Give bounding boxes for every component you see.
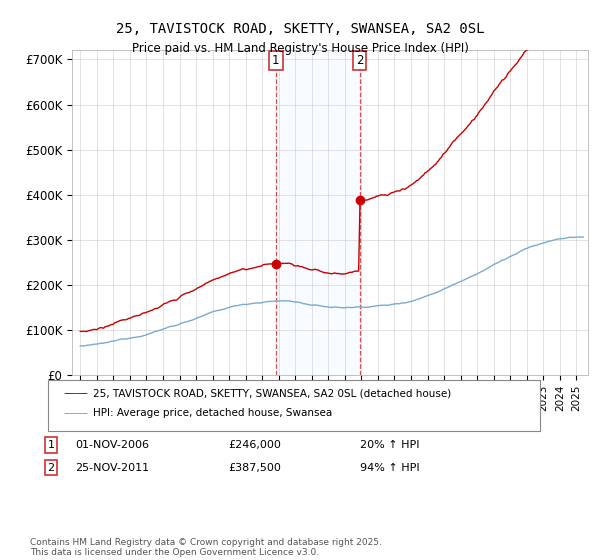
HPI: Average price, detached house, Swansea: (2.03e+03, 3.07e+05): Average price, detached house, Swansea: … — [580, 234, 587, 240]
HPI: Average price, detached house, Swansea: (2e+03, 6.5e+04): Average price, detached house, Swansea: … — [77, 343, 84, 349]
HPI: Average price, detached house, Swansea: (2e+03, 8.27e+04): Average price, detached house, Swansea: … — [128, 334, 135, 341]
25, TAVISTOCK ROAD, SKETTY, SWANSEA, SA2 0SL (detached house) — [580, 17, 587, 24]
25, TAVISTOCK ROAD, SKETTY, SWANSEA, SA2 0SL (detached house) — [575, 17, 583, 24]
Text: 2: 2 — [356, 54, 364, 67]
HPI: Average price, detached house, Swansea: (2e+03, 1.05e+05): Average price, detached house, Swansea: … — [163, 324, 170, 331]
Line: HPI: Average price, detached house, Swansea: HPI: Average price, detached house, Swan… — [80, 237, 583, 346]
25, TAVISTOCK ROAD, SKETTY, SWANSEA, SA2 0SL (detached house) — [532, 40, 539, 46]
Text: 2: 2 — [47, 463, 55, 473]
Line: 25, TAVISTOCK ROAD, SKETTY, SWANSEA, SA2 0SL (detached house): 25, TAVISTOCK ROAD, SKETTY, SWANSEA, SA2… — [360, 20, 583, 200]
Text: £246,000: £246,000 — [228, 440, 281, 450]
Text: 25, TAVISTOCK ROAD, SKETTY, SWANSEA, SA2 0SL (detached house): 25, TAVISTOCK ROAD, SKETTY, SWANSEA, SA2… — [93, 388, 451, 398]
Text: Contains HM Land Registry data © Crown copyright and database right 2025.
This d: Contains HM Land Registry data © Crown c… — [30, 538, 382, 557]
25, TAVISTOCK ROAD, SKETTY, SWANSEA, SA2 0SL (detached house) — [563, 20, 571, 27]
Text: HPI: Average price, detached house, Swansea: HPI: Average price, detached house, Swan… — [93, 408, 332, 418]
25, TAVISTOCK ROAD, SKETTY, SWANSEA, SA2 0SL (detached house) — [578, 18, 586, 25]
Text: 1: 1 — [272, 54, 280, 67]
Text: 20% ↑ HPI: 20% ↑ HPI — [360, 440, 419, 450]
HPI: Average price, detached house, Swansea: (2.02e+03, 2.02e+05): Average price, detached house, Swansea: … — [450, 281, 457, 288]
Text: 25, TAVISTOCK ROAD, SKETTY, SWANSEA, SA2 0SL: 25, TAVISTOCK ROAD, SKETTY, SWANSEA, SA2… — [116, 22, 484, 36]
HPI: Average price, detached house, Swansea: (2e+03, 1.18e+05): Average price, detached house, Swansea: … — [181, 319, 188, 325]
HPI: Average price, detached house, Swansea: (2.01e+03, 1.5e+05): Average price, detached house, Swansea: … — [350, 304, 357, 311]
HPI: Average price, detached house, Swansea: (2e+03, 6.49e+04): Average price, detached house, Swansea: … — [81, 343, 88, 349]
Text: £387,500: £387,500 — [228, 463, 281, 473]
Text: 25-NOV-2011: 25-NOV-2011 — [75, 463, 149, 473]
Text: Price paid vs. HM Land Registry's House Price Index (HPI): Price paid vs. HM Land Registry's House … — [131, 42, 469, 55]
25, TAVISTOCK ROAD, SKETTY, SWANSEA, SA2 0SL (detached house) — [548, 27, 555, 34]
25, TAVISTOCK ROAD, SKETTY, SWANSEA, SA2 0SL (detached house) — [356, 197, 364, 204]
25, TAVISTOCK ROAD, SKETTY, SWANSEA, SA2 0SL (detached house) — [519, 52, 526, 58]
Text: ——: —— — [63, 407, 88, 420]
Bar — [276, 50, 360, 375]
Text: 1: 1 — [47, 440, 55, 450]
HPI: Average price, detached house, Swansea: (2.03e+03, 3.07e+05): Average price, detached house, Swansea: … — [575, 234, 583, 240]
Text: 01-NOV-2006: 01-NOV-2006 — [75, 440, 149, 450]
25, TAVISTOCK ROAD, SKETTY, SWANSEA, SA2 0SL (detached house) — [418, 172, 425, 179]
Text: ——: —— — [63, 386, 88, 400]
HPI: Average price, detached house, Swansea: (2.02e+03, 1.75e+05): Average price, detached house, Swansea: … — [422, 293, 430, 300]
Text: 94% ↑ HPI: 94% ↑ HPI — [360, 463, 419, 473]
